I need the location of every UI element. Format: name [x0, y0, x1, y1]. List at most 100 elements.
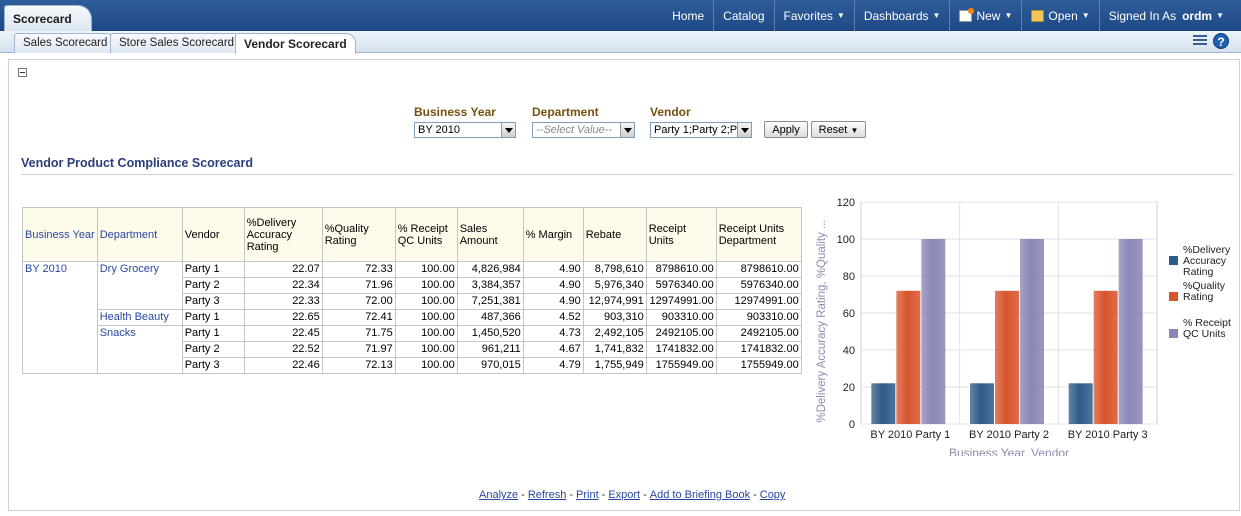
col-receipt-units-department: Receipt Units Department	[715, 207, 802, 262]
chevron-down-icon: ▼	[1216, 11, 1224, 20]
department-cell[interactable]: Snacks	[96, 325, 183, 374]
value-cell: 4.79	[522, 357, 584, 374]
tab-vendor-scorecard[interactable]: Vendor Scorecard	[235, 33, 356, 54]
nav-open-label: Open	[1048, 8, 1078, 23]
value-cell: 72.00	[321, 293, 396, 310]
value-cell: 22.52	[243, 341, 323, 358]
y-tick-label: 60	[843, 308, 855, 320]
reset-button[interactable]: Reset ▼	[811, 121, 866, 138]
report-link-copy[interactable]: Copy	[759, 489, 786, 501]
value-cell: 2,492,105	[582, 325, 647, 342]
nav-open[interactable]: Open ▼	[1021, 0, 1098, 31]
global-nav: Home Catalog Favorites ▼ Dashboards ▼ New ▼…	[663, 0, 1233, 31]
department-placeholder: --Select Value--	[536, 124, 613, 136]
value-cell: 5,976,340	[582, 277, 647, 294]
collapse-section-icon[interactable]	[18, 68, 27, 77]
bar[interactable]	[970, 383, 994, 424]
legend-swatch	[1169, 256, 1178, 265]
value-cell: 71.97	[321, 341, 396, 358]
dropdown-arrow-icon[interactable]	[501, 123, 515, 137]
value-cell: 2492105.00	[715, 325, 802, 342]
report-link-refresh[interactable]: Refresh	[527, 489, 567, 501]
nav-favorites[interactable]: Favorites ▼	[773, 0, 854, 31]
department-select[interactable]: --Select Value--	[532, 122, 635, 138]
value-cell: 961,211	[456, 341, 524, 358]
value-cell: 72.41	[321, 309, 396, 326]
legend-label[interactable]: % Receipt QC Units	[1183, 317, 1231, 340]
value-cell: 71.75	[321, 325, 396, 342]
signed-in-menu[interactable]: Signed In As ordm ▼	[1098, 0, 1233, 31]
value-cell: 100.00	[394, 309, 458, 326]
col-vendor: Vendor	[181, 207, 245, 262]
value-cell: 100.00	[394, 357, 458, 374]
business-year-select[interactable]: BY 2010	[414, 122, 516, 138]
vendor-value: Party 1;Party 2;P	[654, 124, 738, 136]
reset-label: Reset	[818, 124, 848, 136]
value-cell: 903310.00	[645, 309, 717, 326]
legend-label[interactable]: %Delivery Accuracy Rating	[1183, 244, 1231, 278]
nav-dashboards[interactable]: Dashboards ▼	[853, 0, 950, 31]
vendor-cell: Party 1	[181, 309, 245, 326]
value-cell: 5976340.00	[715, 277, 802, 294]
value-cell: 100.00	[394, 341, 458, 358]
table-row: Snacks Party 1 22.45 71.75 100.00 1,450,520 4.…	[23, 325, 802, 374]
dashboard-content: Business Year BY 2010 Department --Selec…	[8, 59, 1240, 511]
nav-home[interactable]: Home	[663, 0, 713, 31]
col-delivery-accuracy: %Delivery Accuracy Rating	[243, 207, 323, 262]
report-link-print[interactable]: Print	[576, 489, 599, 501]
value-cell: 8798610.00	[715, 261, 802, 278]
value-cell: 903310.00	[715, 309, 802, 326]
tab-store-sales-scorecard[interactable]: Store Sales Scorecard	[110, 33, 244, 53]
help-icon[interactable]: ?	[1213, 33, 1229, 49]
bar[interactable]	[1020, 239, 1044, 424]
bar[interactable]	[871, 383, 896, 424]
bar[interactable]	[896, 290, 921, 424]
bar[interactable]	[1093, 290, 1118, 424]
page-options-icon[interactable]	[1193, 35, 1207, 47]
nav-catalog[interactable]: Catalog	[713, 0, 773, 31]
nav-new[interactable]: New ▼	[949, 0, 1021, 31]
business-year-value: BY 2010	[418, 124, 461, 136]
value-cell: 100.00	[394, 325, 458, 342]
value-cell: 22.07	[243, 261, 323, 278]
bar[interactable]	[921, 239, 946, 424]
department-cell[interactable]: Health Beauty	[96, 309, 183, 326]
legend-label[interactable]: %Quality Rating	[1183, 280, 1226, 303]
value-cell: 12974991.00	[645, 293, 717, 310]
col-business-year[interactable]: Business Year	[22, 207, 98, 262]
value-cell: 4.90	[522, 293, 584, 310]
department-cell[interactable]: Dry Grocery	[96, 261, 183, 310]
app-title-tab[interactable]: Scorecard	[4, 5, 92, 31]
vendor-cell: Party 3	[181, 293, 245, 310]
vendor-select[interactable]: Party 1;Party 2;P	[650, 122, 752, 138]
vendor-cell: Party 1	[181, 325, 245, 342]
bar[interactable]	[995, 290, 1019, 424]
vendor-cell: Party 2	[181, 277, 245, 294]
link-separator: -	[569, 489, 574, 501]
value-cell: 903,310	[582, 309, 647, 326]
bar[interactable]	[1118, 239, 1143, 424]
table-row: Health Beauty Party 1 22.65 72.41 100.00 487,…	[23, 309, 802, 326]
value-cell: 1755949.00	[645, 357, 717, 374]
report-links: Analyze - Refresh - Print - Export - Add to Brie…	[479, 489, 785, 501]
link-separator: -	[643, 489, 647, 501]
bar[interactable]	[1068, 383, 1093, 424]
col-department[interactable]: Department	[96, 207, 183, 262]
dropdown-arrow-icon[interactable]	[737, 123, 751, 137]
link-separator: -	[601, 489, 606, 501]
report-link-add-to-briefing-book[interactable]: Add to Briefing Book	[649, 489, 751, 501]
y-tick-label: 100	[837, 234, 855, 246]
nav-new-label: New	[976, 8, 1001, 23]
apply-button[interactable]: Apply	[764, 121, 808, 138]
tab-sales-scorecard[interactable]: Sales Scorecard	[14, 33, 117, 53]
chevron-down-icon: ▼	[932, 11, 941, 20]
report-link-analyze[interactable]: Analyze	[479, 489, 519, 501]
business-year-cell[interactable]: BY 2010	[22, 261, 98, 374]
report-link-export[interactable]: Export	[608, 489, 641, 501]
value-cell: 8798610.00	[645, 261, 717, 278]
y-axis-title: %Delivery Accuracy Rating, %Quality ...	[816, 219, 828, 422]
dropdown-arrow-icon[interactable]	[620, 123, 634, 137]
legend-swatch	[1169, 292, 1178, 301]
x-tick-label: BY 2010 Party 3	[1068, 429, 1148, 441]
value-cell: 970,015	[456, 357, 524, 374]
